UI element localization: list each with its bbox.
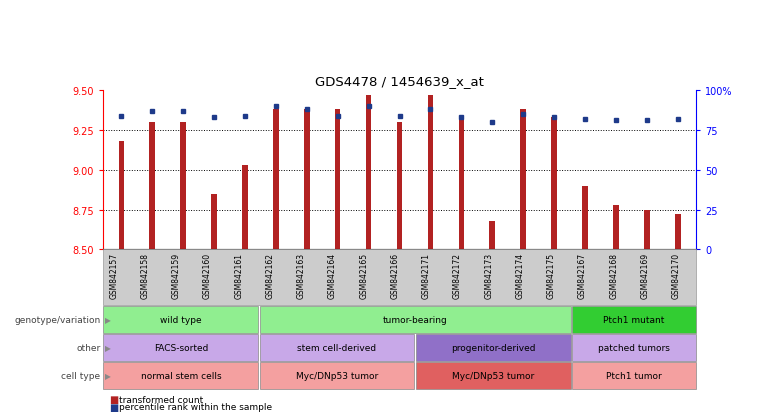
Text: GSM842175: GSM842175 [546, 252, 556, 298]
Bar [613, 205, 619, 250]
Text: Myc/DNp53 tumor: Myc/DNp53 tumor [296, 371, 378, 380]
Bar [396, 123, 403, 250]
Text: Myc/DNp53 tumor: Myc/DNp53 tumor [452, 371, 534, 380]
Text: GSM842160: GSM842160 [203, 252, 212, 298]
Title: GDS4478 / 1454639_x_at: GDS4478 / 1454639_x_at [315, 75, 484, 88]
Bar [304, 110, 310, 250]
Bar [459, 118, 464, 250]
Text: percentile rank within the sample: percentile rank within the sample [119, 402, 272, 411]
Text: Ptch1 mutant: Ptch1 mutant [603, 315, 664, 324]
Bar [428, 96, 433, 250]
Text: GSM842169: GSM842169 [641, 252, 649, 298]
Text: GSM842162: GSM842162 [266, 252, 275, 298]
Text: GSM842174: GSM842174 [515, 252, 524, 298]
Text: GSM842158: GSM842158 [141, 252, 150, 298]
Text: GSM842168: GSM842168 [610, 252, 618, 298]
Text: normal stem cells: normal stem cells [141, 371, 221, 380]
Bar [119, 142, 124, 250]
Text: genotype/variation: genotype/variation [14, 315, 100, 324]
Text: transformed count: transformed count [119, 395, 204, 404]
Text: GSM842157: GSM842157 [110, 252, 119, 298]
Text: Ptch1 tumor: Ptch1 tumor [606, 371, 662, 380]
Bar [242, 166, 248, 250]
Text: wild type: wild type [160, 315, 202, 324]
Text: ▶: ▶ [105, 343, 111, 352]
Bar [212, 194, 217, 250]
Text: GSM842173: GSM842173 [484, 252, 493, 298]
Text: GSM842167: GSM842167 [578, 252, 587, 298]
Bar [521, 110, 526, 250]
Text: ■: ■ [109, 394, 118, 404]
Bar [180, 123, 186, 250]
Text: GSM842166: GSM842166 [390, 252, 400, 298]
Bar [644, 210, 650, 250]
Bar [551, 118, 557, 250]
Text: progenitor-derived: progenitor-derived [451, 343, 536, 352]
Text: GSM842165: GSM842165 [359, 252, 368, 298]
Text: GSM842159: GSM842159 [172, 252, 181, 298]
Text: GSM842164: GSM842164 [328, 252, 337, 298]
Text: tumor-bearing: tumor-bearing [383, 315, 447, 324]
Bar [489, 221, 495, 250]
Bar [273, 110, 279, 250]
Text: ■: ■ [109, 402, 118, 412]
Text: cell type: cell type [62, 371, 100, 380]
Text: other: other [76, 343, 100, 352]
Text: GSM842172: GSM842172 [453, 252, 462, 298]
Text: patched tumors: patched tumors [598, 343, 670, 352]
Bar [335, 110, 340, 250]
Bar [675, 215, 680, 250]
Text: FACS-sorted: FACS-sorted [154, 343, 208, 352]
Text: ▶: ▶ [105, 371, 111, 380]
Text: ▶: ▶ [105, 315, 111, 324]
Text: GSM842170: GSM842170 [672, 252, 680, 298]
Bar [366, 96, 371, 250]
Text: GSM842163: GSM842163 [297, 252, 306, 298]
Bar [582, 186, 587, 250]
Text: stem cell-derived: stem cell-derived [298, 343, 377, 352]
Text: GSM842161: GSM842161 [234, 252, 244, 298]
Bar [149, 123, 155, 250]
Text: GSM842171: GSM842171 [422, 252, 431, 298]
